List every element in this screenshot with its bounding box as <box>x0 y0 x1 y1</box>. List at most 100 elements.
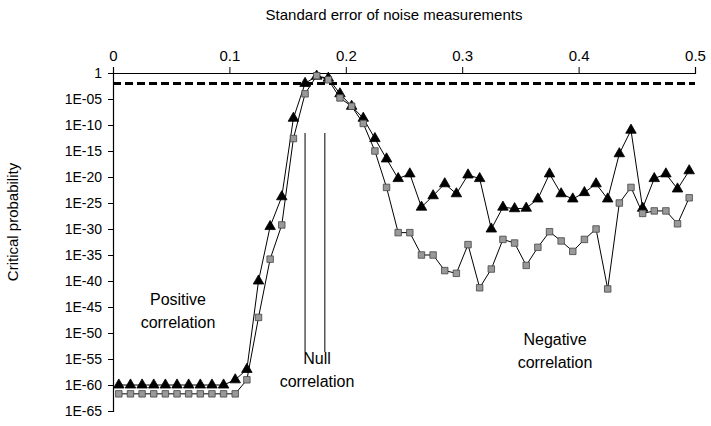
series-marker <box>311 70 322 79</box>
y-tick-label: 1E-10 <box>65 117 103 133</box>
series-marker <box>628 184 634 190</box>
series-marker <box>313 72 319 78</box>
y-tick: 1E-20 <box>65 169 113 185</box>
x-tick-mark <box>579 67 580 73</box>
y-tick-label: 1 <box>94 65 102 81</box>
x-tick-label: 0 <box>109 47 117 64</box>
y-tick-mark <box>108 359 113 360</box>
y-tick-mark <box>108 281 113 282</box>
series-marker <box>500 236 506 242</box>
x-axis: 00.10.20.30.40.5 <box>109 47 706 74</box>
series-marker <box>407 229 413 235</box>
y-tick-label: 1E-25 <box>65 195 103 211</box>
y-tick: 1E-35 <box>65 247 113 263</box>
series-marker <box>523 262 529 268</box>
series-marker <box>463 169 474 178</box>
x-tick: 0.3 <box>452 47 473 73</box>
series-marker <box>255 314 261 320</box>
series-marker <box>383 184 389 190</box>
y-tick-label: 1E-50 <box>65 325 103 341</box>
x-tick-label: 0.1 <box>219 47 240 64</box>
series-marker <box>395 229 401 235</box>
series-marker <box>430 252 436 258</box>
y-axis-line <box>108 74 114 412</box>
series-marker <box>558 238 564 244</box>
y-tick: 1E-40 <box>65 273 113 289</box>
x-axis-title: Standard error of noise measurements <box>266 6 523 23</box>
series-marker <box>267 256 273 262</box>
y-tick-mark <box>108 203 113 204</box>
series-marker <box>476 285 482 291</box>
series-line <box>119 76 689 385</box>
x-tick-label: 0.5 <box>685 47 706 64</box>
annotation: Negativecorrelation <box>518 331 593 371</box>
y-tick: 1E-60 <box>65 377 113 393</box>
y-tick-label: 1E-45 <box>65 299 103 315</box>
series-marker <box>125 379 136 388</box>
annotation: Positivecorrelation <box>141 291 216 331</box>
series-marker <box>279 222 285 228</box>
x-tick-label: 0.3 <box>452 47 473 64</box>
null-band-line <box>324 133 325 352</box>
series-marker <box>197 391 203 397</box>
x-tick-mark <box>113 67 114 73</box>
y-tick-label: 1E-35 <box>65 247 103 263</box>
series-marker <box>372 148 378 154</box>
y-tick-mark <box>108 151 113 152</box>
series-marker <box>498 201 509 210</box>
y-tick-label: 1E-30 <box>65 221 103 237</box>
series-marker <box>137 379 148 388</box>
series-marker <box>288 112 299 121</box>
series-marker <box>651 208 657 214</box>
series-marker <box>418 252 424 258</box>
y-tick: 1E-30 <box>65 221 113 237</box>
y-axis: 11E-051E-101E-151E-201E-251E-301E-351E-4… <box>65 65 114 419</box>
y-tick-mark <box>108 307 113 308</box>
series-marker <box>581 236 587 242</box>
series-marker <box>442 267 448 273</box>
y-tick: 1E-15 <box>65 143 113 159</box>
y-tick-mark <box>108 255 113 256</box>
series-marker <box>160 379 171 388</box>
y-tick: 1E-25 <box>65 195 113 211</box>
y-tick-label: 1E-60 <box>65 377 103 393</box>
x-tick-mark <box>695 67 696 73</box>
y-tick: 1E-10 <box>65 117 113 133</box>
series-marker <box>346 100 357 109</box>
series-marker <box>672 183 683 192</box>
series-marker <box>218 379 229 388</box>
series-marker <box>337 95 343 101</box>
plot-area <box>114 70 695 397</box>
y-tick-mark <box>108 333 113 334</box>
series-marker <box>148 379 159 388</box>
series-marker <box>488 266 494 272</box>
y-tick: 1E-45 <box>65 299 113 315</box>
x-tick-mark <box>462 67 463 73</box>
series-marker <box>232 391 238 397</box>
series-marker <box>511 240 517 246</box>
series-marker <box>162 391 168 397</box>
x-tick: 0 <box>109 47 117 73</box>
series-marker <box>556 188 567 197</box>
y-tick: 1E-65 <box>65 403 113 419</box>
series-marker <box>639 210 645 216</box>
y-tick-label: 1E-20 <box>65 169 103 185</box>
series-marker <box>661 168 672 177</box>
series-marker <box>325 77 331 83</box>
y-tick-label: 1E-55 <box>65 351 103 367</box>
series-marker <box>533 193 544 202</box>
y-tick: 1 <box>94 65 113 81</box>
series-marker <box>244 377 250 383</box>
y-tick-mark <box>108 125 113 126</box>
y-tick-mark <box>108 385 113 386</box>
series-marker <box>348 103 354 109</box>
series-marker <box>416 201 427 210</box>
series-marker <box>151 391 157 397</box>
y-tick: 1E-55 <box>65 351 113 367</box>
series-marker <box>300 77 311 86</box>
series-marker <box>253 275 264 284</box>
y-tick-label: 1E-40 <box>65 273 103 289</box>
series-marker <box>626 124 637 133</box>
series-marker <box>509 203 520 212</box>
series-marker <box>393 172 404 181</box>
